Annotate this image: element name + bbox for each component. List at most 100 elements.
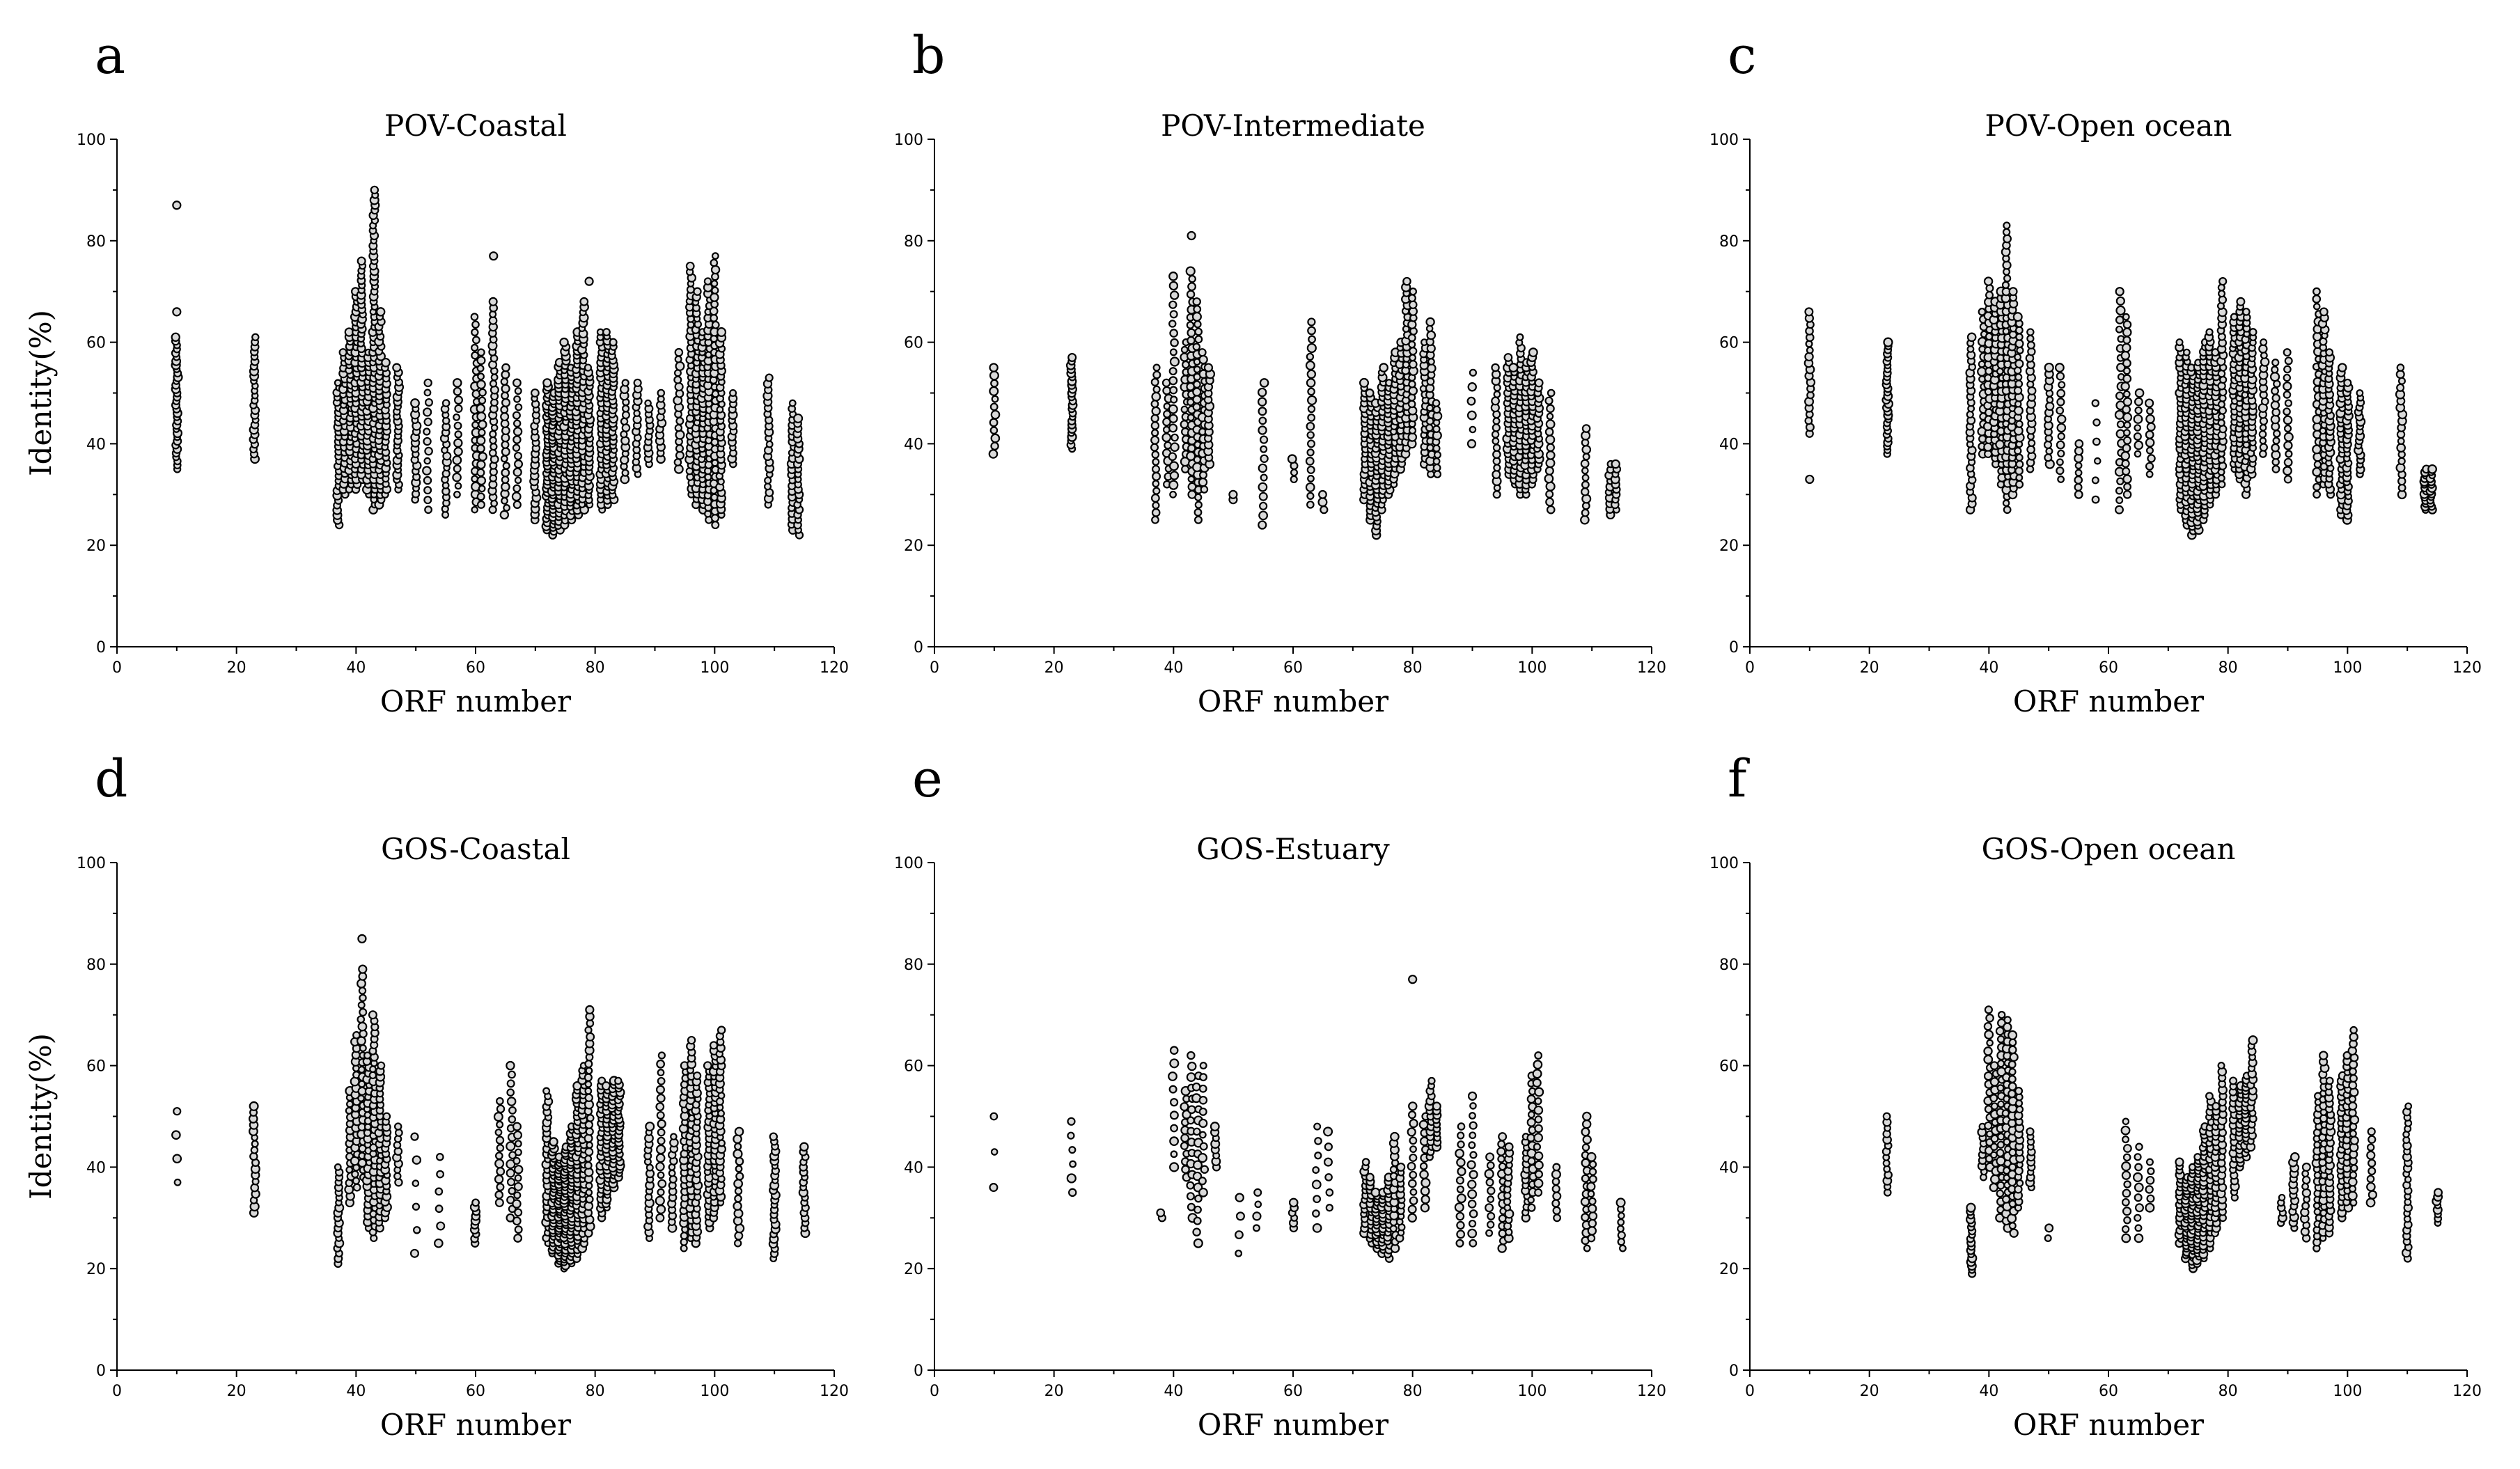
- data-point: [1185, 266, 1196, 276]
- data-point: [1581, 473, 1590, 482]
- data-point: [1421, 1177, 1431, 1188]
- data-point: [1426, 377, 1435, 386]
- data-point: [1186, 321, 1195, 329]
- panel-title: GOS-Coastal: [381, 832, 570, 866]
- data-point: [1407, 1204, 1417, 1214]
- y-tick-label: 40: [904, 436, 923, 453]
- data-point: [2271, 366, 2279, 374]
- data-point: [478, 420, 487, 430]
- data-point: [2046, 395, 2054, 404]
- data-point: [2271, 386, 2279, 395]
- data-point: [1067, 1131, 1075, 1140]
- data-point: [2074, 469, 2083, 477]
- x-tick-label: 100: [1517, 659, 1547, 677]
- data-point: [717, 1026, 726, 1035]
- data-point: [622, 404, 630, 413]
- data-point: [503, 503, 511, 512]
- data-point: [2218, 406, 2227, 415]
- data-point: [1493, 464, 1501, 472]
- x-tick-label: 20: [1044, 659, 1064, 677]
- data-point: [471, 1198, 480, 1207]
- data-point: [710, 292, 719, 302]
- data-point: [586, 1141, 593, 1149]
- data-point: [657, 1171, 665, 1179]
- data-point: [657, 1128, 666, 1137]
- data-point: [1433, 470, 1442, 478]
- data-point: [1432, 457, 1441, 465]
- data-point: [1425, 317, 1435, 327]
- data-point: [1580, 459, 1590, 469]
- data-point: [1312, 1223, 1322, 1233]
- data-point: [514, 1174, 522, 1182]
- data-point: [1198, 1118, 1208, 1129]
- panel-letter: d: [95, 749, 127, 809]
- data-point: [454, 430, 462, 439]
- data-point: [2312, 287, 2321, 296]
- data-point: [542, 378, 552, 388]
- data-point: [2014, 446, 2022, 455]
- data-point: [2091, 495, 2100, 504]
- x-tick-label: 120: [1637, 659, 1666, 677]
- data-point: [1407, 333, 1416, 343]
- data-point: [1581, 508, 1590, 517]
- data-point: [988, 449, 999, 459]
- data-point: [657, 1188, 665, 1197]
- data-point: [733, 1179, 744, 1189]
- data-point: [394, 1122, 402, 1131]
- data-point: [1235, 1211, 1245, 1221]
- data-point: [793, 413, 804, 423]
- data-point: [2248, 328, 2257, 336]
- data-point: [685, 261, 695, 271]
- data-point: [2145, 437, 2155, 448]
- data-point: [2002, 327, 2010, 336]
- data-point: [508, 1070, 516, 1079]
- data-point: [2122, 404, 2131, 414]
- data-point: [501, 384, 510, 393]
- data-point: [2343, 378, 2352, 387]
- data-point: [711, 320, 720, 329]
- data-point: [1534, 1170, 1544, 1179]
- data-point: [1180, 1141, 1189, 1150]
- data-point: [476, 476, 487, 486]
- data-point: [989, 1112, 999, 1121]
- data-point: [514, 459, 524, 469]
- data-point: [1467, 1200, 1477, 1209]
- data-point: [1197, 1153, 1208, 1163]
- data-point: [1069, 1160, 1077, 1168]
- data-point: [1466, 410, 1477, 421]
- data-point: [496, 1097, 504, 1106]
- data-point: [381, 357, 391, 368]
- data-point: [2217, 400, 2225, 409]
- y-axis-label: Identity(%): [24, 310, 58, 476]
- data-point: [1408, 294, 1416, 303]
- data-point: [2260, 338, 2268, 347]
- data-point: [1432, 463, 1441, 472]
- data-point: [2043, 440, 2053, 449]
- data-point: [2115, 496, 2124, 505]
- data-point: [1457, 1122, 1466, 1131]
- data-point: [1420, 1186, 1430, 1196]
- data-point: [496, 1120, 504, 1129]
- data-point: [1152, 385, 1161, 393]
- data-point: [1259, 378, 1269, 388]
- data-point: [620, 417, 629, 426]
- data-point: [1466, 1160, 1476, 1170]
- data-point: [1254, 1200, 1262, 1209]
- data-point: [2133, 414, 2143, 424]
- data-point: [512, 1216, 522, 1226]
- data-point: [1258, 407, 1267, 416]
- data-point: [1151, 406, 1161, 416]
- data-point: [734, 1142, 742, 1151]
- data-point: [2259, 450, 2267, 458]
- data-point: [1306, 422, 1315, 431]
- data-point: [989, 1183, 999, 1193]
- data-point: [2093, 457, 2102, 465]
- x-tick-label: 0: [930, 1383, 939, 1400]
- y-tick-label: 60: [904, 1058, 923, 1076]
- data-point: [478, 485, 486, 493]
- data-point: [1425, 417, 1434, 425]
- data-point: [1407, 1110, 1416, 1120]
- data-point: [584, 363, 593, 372]
- data-point: [1152, 480, 1160, 488]
- data-point: [1199, 471, 1208, 480]
